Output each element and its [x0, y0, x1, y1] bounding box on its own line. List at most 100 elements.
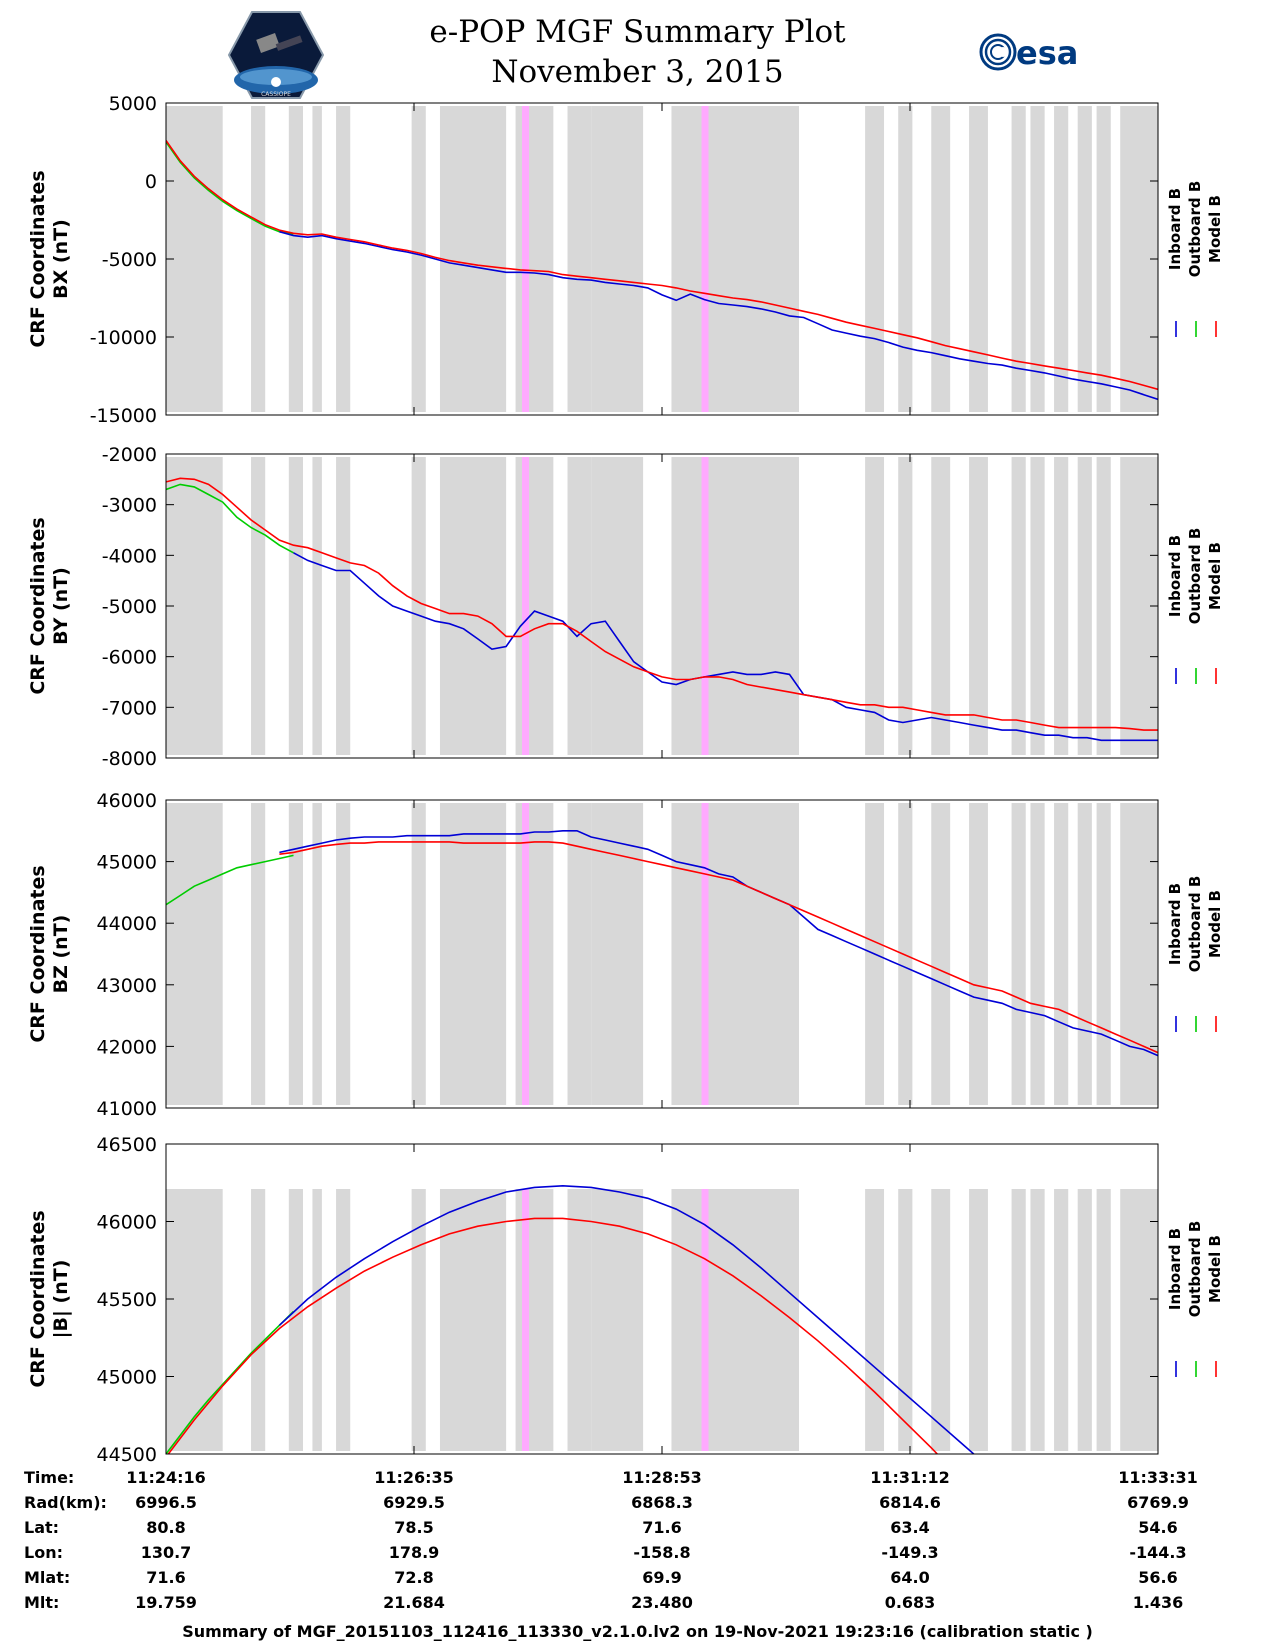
data-gap-band [898, 457, 913, 755]
data-gap-band [1030, 1189, 1045, 1451]
data-gap-band [969, 1189, 988, 1451]
data-gap-band [898, 1189, 913, 1451]
table-cell: 11:31:12 [870, 1468, 950, 1487]
series-outboard-b [166, 483, 294, 554]
panel-1: 5000 0 -5000 -10000 -15000 CRF Coordinates BX … [27, 93, 1224, 427]
data-gap-band [1077, 106, 1092, 412]
data-gap-band [671, 803, 799, 1105]
event-marker [701, 106, 709, 412]
legend-model-label: Model B [1206, 542, 1224, 610]
table-row-label: Rad(km): [24, 1493, 107, 1512]
data-gap-band [931, 457, 951, 755]
y-axis-label: CRF Coordinates [27, 517, 49, 694]
data-gap-band [1096, 106, 1111, 412]
data-gap-band [567, 106, 592, 412]
table-cell: 63.4 [890, 1518, 929, 1537]
event-marker [522, 457, 530, 755]
y-tick-label: 45000 [97, 852, 157, 874]
plot-title-line1: e-POP MGF Summary Plot [429, 14, 846, 50]
legend-outboard-label: Outboard B [1186, 1221, 1204, 1318]
panel-3: 46000 45000 44000 43000 42000 41000 CRF Coordi… [27, 790, 1224, 1120]
data-gap-band [567, 457, 592, 755]
data-gap-band [515, 1189, 554, 1451]
data-gap-band [567, 1189, 592, 1451]
event-marker [522, 803, 530, 1105]
data-gap-band [1077, 1189, 1092, 1451]
data-gap-band [671, 1189, 799, 1451]
data-gap-band [515, 803, 554, 1105]
series-inboard-b [278, 1184, 975, 1454]
y-tick-label: -6000 [102, 647, 157, 669]
data-gap-band [591, 457, 644, 755]
table-cell: 23.480 [631, 1593, 693, 1612]
data-gap-band [931, 1189, 951, 1451]
data-gap-band [336, 1189, 351, 1451]
legend-inboard-label: Inboard B [1166, 535, 1184, 617]
data-gap-band [312, 803, 322, 1105]
data-gap-band [411, 457, 426, 755]
legend-outboard-label: Outboard B [1186, 181, 1204, 278]
y-axis-unit-label: BX (nT) [50, 219, 72, 299]
y-tick-label: 46000 [97, 1212, 157, 1234]
table-row-label: Time: [24, 1468, 74, 1487]
table-cell: 6769.9 [1127, 1493, 1189, 1512]
y-tick-label: 44500 [97, 1444, 157, 1466]
footer-summary: Summary of MGF_20151103_112416_113330_v2… [182, 1622, 1093, 1641]
table-cell: 130.7 [141, 1543, 192, 1562]
legend-outboard-label: Outboard B [1186, 876, 1204, 973]
event-marker [701, 457, 709, 755]
table-cell: -149.3 [881, 1543, 938, 1562]
table-cell: 54.6 [1138, 1518, 1177, 1537]
data-gap-band [312, 106, 322, 412]
plot-title-line2: November 3, 2015 [491, 54, 784, 90]
data-gap-band [931, 106, 951, 412]
data-gap-band [1054, 803, 1069, 1105]
data-gap-band [166, 1189, 223, 1451]
esa-swirl-icon [979, 33, 1017, 71]
y-tick-label: -2000 [102, 444, 157, 466]
table-cell: 80.8 [146, 1518, 185, 1537]
data-gap-band [1096, 803, 1111, 1105]
data-gap-band [969, 106, 988, 412]
table-row-label: Mlat: [24, 1568, 70, 1587]
y-tick-label: -15000 [90, 405, 157, 427]
table-cell: 6929.5 [383, 1493, 445, 1512]
table-cell: 19.759 [135, 1593, 197, 1612]
panel-2: -2000 -3000 -4000 -5000 -6000 -7000 -8000 CRF C… [27, 444, 1224, 770]
data-gap-band [1077, 803, 1092, 1105]
y-axis-unit-label: BY (nT) [50, 567, 72, 645]
data-gap-band [969, 803, 988, 1105]
y-tick-label: -8000 [102, 748, 157, 770]
table-cell: 71.6 [146, 1568, 185, 1587]
series-inboard-b [279, 829, 1158, 1057]
y-tick-label: 46000 [97, 790, 157, 812]
data-gap-band [1030, 106, 1045, 412]
data-gap-band [1120, 1189, 1158, 1451]
data-gap-band [1077, 457, 1092, 755]
data-gap-band [591, 106, 644, 412]
data-gap-band [865, 457, 885, 755]
event-marker [522, 1189, 530, 1451]
table-cell: 64.0 [890, 1568, 929, 1587]
data-gap-band [166, 106, 223, 412]
table-cell: 6814.6 [879, 1493, 941, 1512]
y-tick-label: 44000 [97, 913, 157, 935]
legend-outboard-label: Outboard B [1186, 528, 1204, 625]
table-cell: -144.3 [1129, 1543, 1186, 1562]
data-gap-band [439, 457, 507, 755]
data-gap-band [591, 1189, 644, 1451]
table-cell: 21.684 [383, 1593, 445, 1612]
y-tick-label: -10000 [90, 327, 157, 349]
series-group [166, 1184, 975, 1454]
y-axis-label: CRF Coordinates [27, 1210, 49, 1387]
data-gap-band [411, 803, 426, 1105]
table-cell: 1.436 [1133, 1593, 1184, 1612]
legend-model-label: Model B [1206, 1235, 1224, 1303]
data-gap-band [166, 803, 223, 1105]
data-gap-band [251, 803, 266, 1105]
data-gap-band [288, 803, 303, 1105]
table-cell: 11:33:31 [1118, 1468, 1198, 1487]
event-marker [701, 803, 709, 1105]
y-tick-label: 46500 [97, 1134, 157, 1156]
